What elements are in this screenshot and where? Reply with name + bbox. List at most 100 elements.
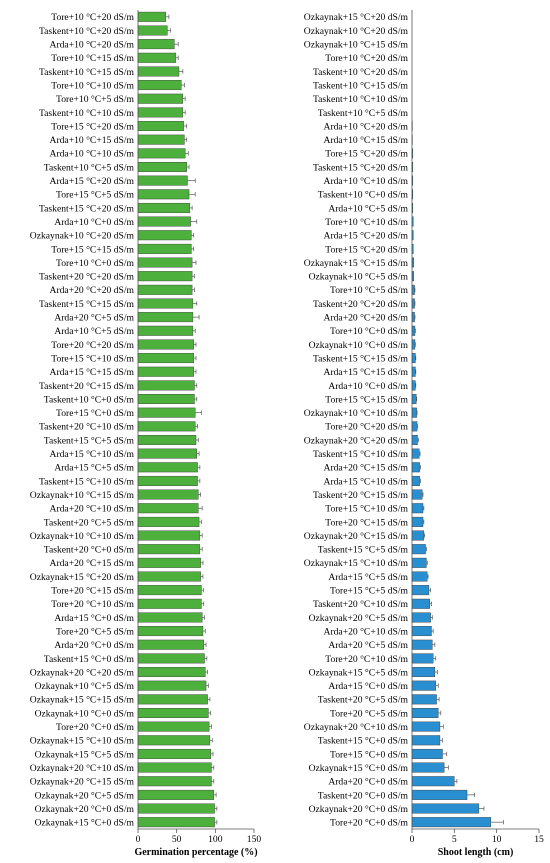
- germination-bar: [137, 230, 192, 241]
- germination-category-label: Tore+10 °C+20 dS/m: [51, 12, 134, 23]
- shoot-length-category-label: Arda+20 °C+15 dS/m: [324, 463, 409, 474]
- germination-bar: [137, 93, 184, 104]
- shoot-length-category-label: Arda+15 °C+20 dS/m: [324, 231, 409, 242]
- shoot-length-category-label: Tore+15 °C+5 dS/m: [330, 586, 408, 597]
- germination-category-label: Taskent+10 °C+15 dS/m: [39, 67, 135, 78]
- shoot-length-bar: [411, 380, 416, 391]
- shoot-length-category-label: Arda+20 °C+5 dS/m: [328, 640, 408, 651]
- germination-category-label: Tore+15 °C+15 dS/m: [51, 244, 134, 255]
- germination-category-label: Taskent+20 °C+5 dS/m: [44, 517, 135, 528]
- shoot-length-bar: [411, 735, 441, 746]
- germination-category-label: Tore+10 °C+15 dS/m: [51, 53, 134, 64]
- germination-category-label: Ozkaynak+10 °C+10 dS/m: [30, 531, 135, 542]
- shoot-length-category-labels: Ozkaynak+15 °C+20 dS/m Ozkaynak+10 °C+20 …: [304, 12, 409, 828]
- shoot-length-bar: [411, 598, 430, 609]
- germination-category-label: Arda+20 °C+15 dS/m: [50, 558, 135, 569]
- shoot-length-error-bars: [414, 287, 504, 825]
- shoot-length-bar: [411, 544, 426, 555]
- germination-bar: [137, 353, 194, 364]
- germination-x-tick-label: 0: [136, 834, 141, 845]
- germination-category-label: Arda+20 °C+5 dS/m: [54, 313, 134, 324]
- shoot-length-bar: [411, 803, 480, 814]
- germination-category-label: Arda+10 °C+5 dS/m: [54, 326, 134, 337]
- germination-category-label: Tore+20 °C+0 dS/m: [56, 722, 134, 733]
- shoot-length-category-label: Tore+10 °C+5 dS/m: [330, 285, 408, 296]
- shoot-length-category-label: Taskent+15 °C+20 dS/m: [313, 162, 409, 173]
- germination-category-label: Ozkaynak+20 °C+5 dS/m: [35, 790, 135, 801]
- germination-bar: [137, 25, 168, 36]
- germination-bar: [137, 735, 211, 746]
- germination-bar: [137, 557, 201, 568]
- shoot-length-category-label: Tore+15 °C+20 dS/m: [325, 149, 408, 160]
- germination-bar: [137, 39, 175, 50]
- germination-category-label: Taskent+15 °C+15 dS/m: [39, 299, 135, 310]
- germination-category-label: Taskent+10 °C+0 dS/m: [44, 394, 135, 405]
- shoot-length-category-label: Ozkaynak+15 °C+10 dS/m: [304, 558, 409, 569]
- germination-category-label: Arda+15 °C+20 dS/m: [50, 176, 135, 187]
- germination-category-label: Tore+20 °C+20 dS/m: [51, 340, 134, 351]
- shoot-length-category-label: Arda+10 °C+20 dS/m: [324, 121, 409, 132]
- shoot-length-category-label: Tore+20 °C+20 dS/m: [325, 422, 408, 433]
- shoot-length-bar: [411, 394, 417, 405]
- germination-category-labels: Tore+10 °C+20 dS/m Taskent+10 °C+20 dS/m A…: [30, 12, 135, 828]
- shoot-length-bar: [411, 339, 416, 350]
- germination-bar: [137, 175, 188, 186]
- germination-category-label: Arda+10 °C+10 dS/m: [50, 149, 135, 160]
- shoot-length-category-label: Taskent+15 °C+10 dS/m: [313, 449, 409, 460]
- germination-category-label: Ozkaynak+15 °C+10 dS/m: [30, 736, 135, 747]
- germination-bar: [137, 694, 208, 705]
- shoot-length-category-label: Arda+10 °C+10 dS/m: [324, 176, 409, 187]
- shoot-length-category-label: Tore+10 °C+20 dS/m: [325, 53, 408, 64]
- shoot-length-bar: [411, 667, 436, 678]
- germination-bar: [137, 339, 194, 350]
- germination-category-label: Taskent+15 °C+5 dS/m: [44, 435, 135, 446]
- shoot-length-bar: [411, 789, 468, 800]
- shoot-length-category-label: Ozkaynak+20 °C+0 dS/m: [309, 804, 409, 815]
- shoot-length-chart: Ozkaynak+15 °C+20 dS/m Ozkaynak+10 °C+20 …: [304, 10, 544, 858]
- shoot-length-bar: [411, 571, 428, 582]
- germination-category-label: Taskent+20 °C+0 dS/m: [44, 545, 135, 556]
- shoot-length-x-axis-title: Shoot length (cm): [438, 847, 514, 858]
- germination-category-label: Taskent+20 °C+10 dS/m: [39, 422, 135, 433]
- germination-bar: [137, 598, 202, 609]
- shoot-length-bar: [411, 407, 417, 418]
- shoot-length-category-label: Taskent+20 °C+10 dS/m: [313, 599, 409, 610]
- germination-category-label: Ozkaynak+10 °C+20 dS/m: [30, 231, 135, 242]
- germination-category-label: Taskent+10 °C+20 dS/m: [39, 26, 135, 37]
- germination-category-label: Arda+20 °C+20 dS/m: [50, 285, 135, 296]
- germination-bar: [137, 298, 194, 309]
- germination-category-label: Tore+15 °C+10 dS/m: [51, 353, 134, 364]
- shoot-length-category-label: Ozkaynak+20 °C+10 dS/m: [304, 722, 409, 733]
- germination-category-label: Arda+15 °C+15 dS/m: [50, 367, 135, 378]
- germination-category-label: Ozkaynak+20 °C+0 dS/m: [35, 804, 135, 815]
- shoot-length-category-label: Taskent+10 °C+20 dS/m: [313, 67, 409, 78]
- shoot-length-category-label: Tore+10 °C+0 dS/m: [330, 326, 408, 337]
- shoot-length-bar: [411, 748, 443, 759]
- germination-bar: [137, 448, 197, 459]
- shoot-length-category-label: Ozkaynak+15 °C+20 dS/m: [304, 12, 409, 23]
- shoot-length-category-label: Ozkaynak+10 °C+0 dS/m: [309, 340, 409, 351]
- germination-category-label: Ozkaynak+15 °C+15 dS/m: [30, 695, 135, 706]
- germination-bar: [137, 189, 190, 200]
- shoot-length-category-label: Taskent+20 °C+5 dS/m: [318, 695, 409, 706]
- germination-category-label: Taskent+15 °C+10 dS/m: [39, 476, 135, 487]
- shoot-length-category-label: Ozkaynak+15 °C+15 dS/m: [304, 258, 409, 269]
- shoot-length-bar: [411, 503, 424, 514]
- germination-bar: [137, 202, 191, 213]
- germination-bar: [137, 653, 205, 664]
- germination-category-label: Taskent+20 °C+15 dS/m: [39, 381, 135, 392]
- germination-bar: [137, 216, 191, 227]
- shoot-length-category-label: Taskent+10 °C+0 dS/m: [318, 190, 409, 201]
- germination-bar: [137, 434, 197, 445]
- shoot-length-category-label: Arda+10 °C+0 dS/m: [328, 381, 408, 392]
- germination-bar: [137, 462, 198, 473]
- germination-category-label: Tore+15 °C+0 dS/m: [56, 408, 134, 419]
- germination-category-label: Ozkaynak+15 °C+5 dS/m: [35, 749, 135, 760]
- shoot-length-category-label: Taskent+15 °C+5 dS/m: [318, 545, 409, 556]
- shoot-length-category-label: Tore+20 °C+10 dS/m: [325, 654, 408, 665]
- shoot-length-bar: [411, 421, 418, 432]
- germination-bar: [137, 52, 177, 63]
- germination-category-label: Tore+15 °C+5 dS/m: [56, 190, 134, 201]
- germination-category-label: Ozkaynak+20 °C+10 dS/m: [30, 763, 135, 774]
- germination-category-label: Arda+15 °C+0 dS/m: [54, 613, 134, 624]
